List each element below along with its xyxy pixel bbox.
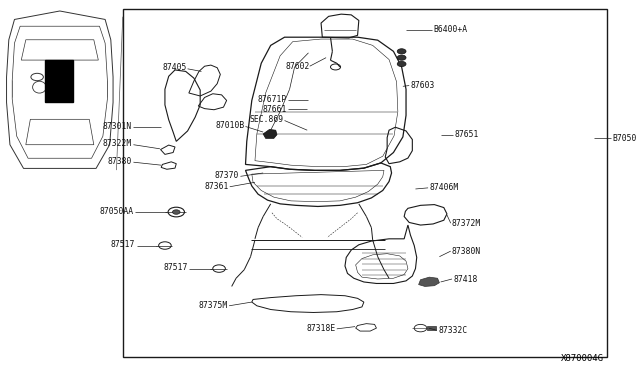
Text: 87322M: 87322M <box>103 140 132 148</box>
Text: 87602: 87602 <box>285 62 310 71</box>
Text: 87671P: 87671P <box>258 95 287 104</box>
Text: 87010B: 87010B <box>215 121 244 130</box>
Bar <box>45 60 74 102</box>
Text: 87661: 87661 <box>262 105 287 114</box>
Text: 87651: 87651 <box>454 130 479 139</box>
Text: 87318E: 87318E <box>307 324 335 333</box>
Circle shape <box>397 49 406 54</box>
Text: 87370: 87370 <box>215 171 239 180</box>
Text: B7050: B7050 <box>612 134 636 143</box>
Text: 87380: 87380 <box>108 157 132 166</box>
Text: B6400+A: B6400+A <box>433 25 467 34</box>
Text: 87361: 87361 <box>204 182 228 190</box>
Bar <box>123 9 607 357</box>
Text: 87372M: 87372M <box>452 219 481 228</box>
Bar <box>427 326 436 330</box>
Text: 87405: 87405 <box>163 63 187 72</box>
Polygon shape <box>263 129 277 138</box>
Circle shape <box>397 61 406 67</box>
Text: 87301N: 87301N <box>103 122 132 131</box>
Text: 87603: 87603 <box>410 81 435 90</box>
Text: 87418: 87418 <box>453 275 477 283</box>
Text: 87517: 87517 <box>111 240 135 249</box>
Polygon shape <box>419 277 440 286</box>
Text: 87050AA: 87050AA <box>100 207 134 216</box>
Text: 87375M: 87375M <box>198 301 228 310</box>
Circle shape <box>397 55 406 60</box>
Text: X870004G: X870004G <box>561 354 604 363</box>
Text: SEC.869: SEC.869 <box>249 115 284 124</box>
Circle shape <box>173 210 180 214</box>
Text: 87517: 87517 <box>163 263 188 272</box>
Text: 87380N: 87380N <box>452 247 481 256</box>
Text: 87406M: 87406M <box>429 183 459 192</box>
Text: 87332C: 87332C <box>438 326 467 335</box>
